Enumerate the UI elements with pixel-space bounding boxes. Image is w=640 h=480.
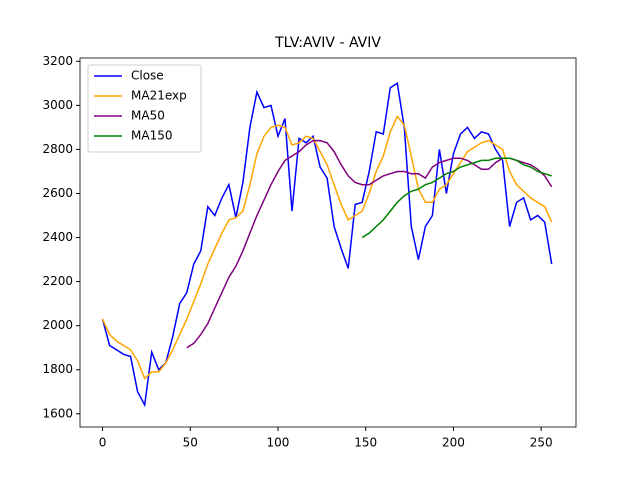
x-tick-label: 0 bbox=[99, 436, 107, 450]
x-tick-label: 100 bbox=[267, 436, 290, 450]
x-tick-label: 250 bbox=[530, 436, 553, 450]
y-tick-label: 1800 bbox=[42, 362, 73, 376]
y-tick-label: 3200 bbox=[42, 54, 73, 68]
y-tick-label: 2600 bbox=[42, 186, 73, 200]
legend-label: MA150 bbox=[131, 129, 172, 143]
plot-frame bbox=[79, 57, 577, 428]
line-series bbox=[186, 139, 553, 349]
x-tick-label: 200 bbox=[442, 436, 465, 450]
y-tick-label: 1600 bbox=[42, 406, 73, 420]
legend-label: Close bbox=[131, 69, 164, 83]
line-series bbox=[361, 157, 552, 239]
legend-label: MA21exp bbox=[131, 89, 187, 103]
line-series bbox=[101, 82, 553, 408]
y-tick-label: 2200 bbox=[42, 274, 73, 288]
y-tick-label: 2000 bbox=[42, 318, 73, 332]
line-series bbox=[101, 114, 553, 380]
chart-title: TLV:AVIV - AVIV bbox=[274, 35, 381, 51]
x-tick-label: 150 bbox=[354, 436, 377, 450]
legend-label: MA50 bbox=[131, 109, 165, 123]
y-tick-label: 2800 bbox=[42, 142, 73, 156]
x-tick-label: 50 bbox=[183, 436, 198, 450]
legend-box bbox=[87, 64, 202, 153]
y-tick-label: 2400 bbox=[42, 230, 73, 244]
y-tick-label: 3000 bbox=[42, 98, 73, 112]
